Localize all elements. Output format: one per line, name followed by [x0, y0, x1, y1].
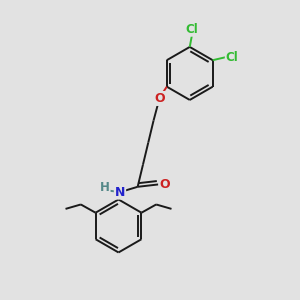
Text: N: N [115, 186, 125, 199]
Text: Cl: Cl [186, 23, 199, 36]
Text: O: O [159, 178, 170, 191]
Text: H: H [100, 182, 110, 194]
Text: Cl: Cl [226, 51, 239, 64]
Text: O: O [154, 92, 165, 105]
